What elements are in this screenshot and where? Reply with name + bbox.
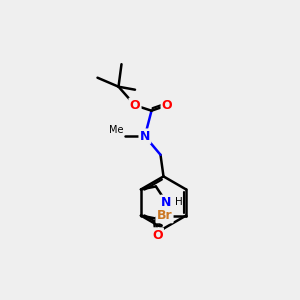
Text: Me: Me: [110, 125, 124, 135]
Text: O: O: [162, 99, 172, 112]
Text: Br: Br: [157, 209, 172, 222]
Text: N: N: [161, 196, 172, 209]
Text: N: N: [140, 130, 150, 143]
Text: H: H: [175, 197, 182, 207]
Text: O: O: [130, 99, 140, 112]
Text: O: O: [152, 229, 163, 242]
